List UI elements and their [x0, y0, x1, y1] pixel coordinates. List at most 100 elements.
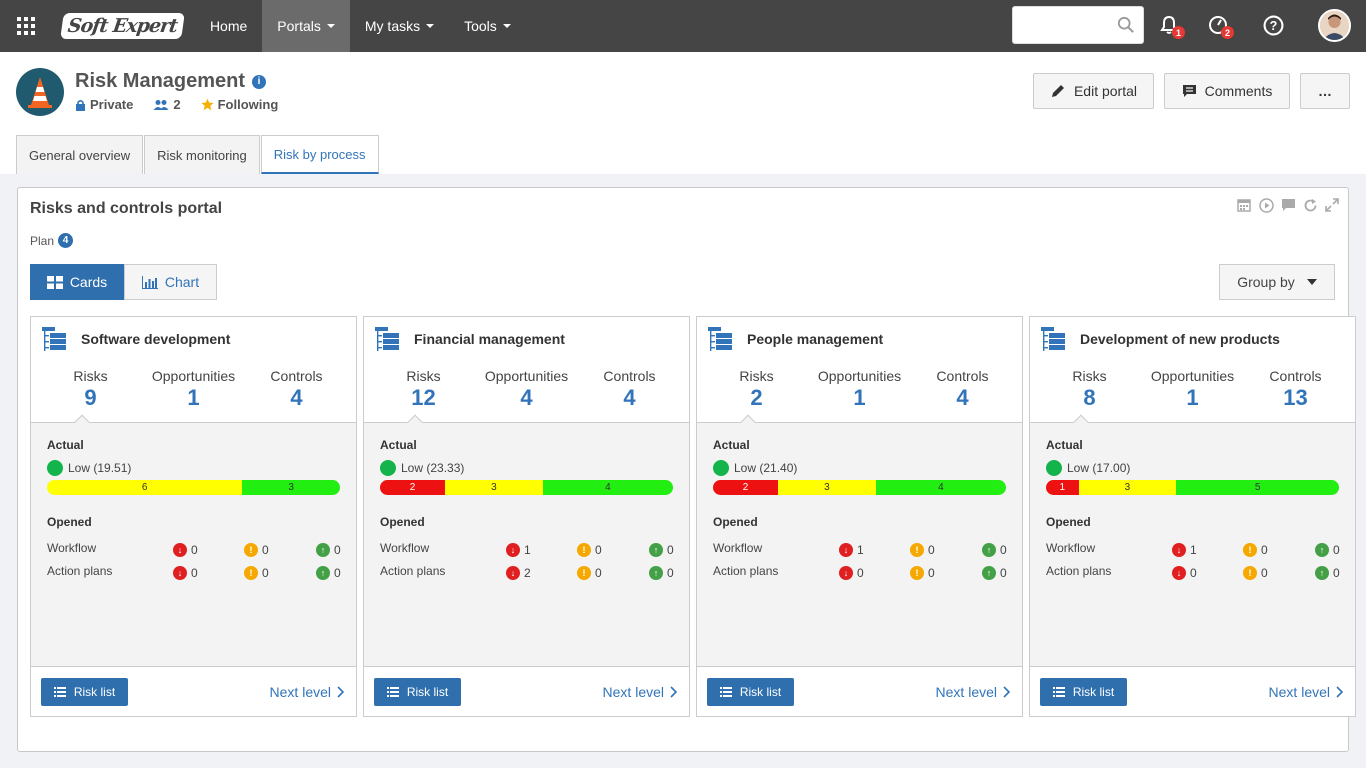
risks-stat[interactable]: Risks 8	[1040, 368, 1140, 411]
opened-label: Opened	[713, 515, 758, 529]
info-icon[interactable]: i	[252, 74, 267, 89]
action-plans-overdue[interactable]: ↓ 0	[1172, 566, 1197, 580]
plan-filter[interactable]: Plan 4	[30, 233, 74, 248]
action-plans-ontime[interactable]: ↑ 0	[1315, 566, 1340, 580]
risk-list-button[interactable]: Risk list	[1040, 678, 1127, 706]
comments-button[interactable]: Comments	[1164, 73, 1290, 109]
search-icon[interactable]	[1117, 16, 1135, 34]
risks-stat[interactable]: Risks 2	[707, 368, 807, 411]
risk-list-label: Risk list	[1072, 685, 1115, 699]
workflow-warning-count: 0	[1261, 543, 1268, 557]
expand-icon[interactable]	[1324, 197, 1340, 213]
opportunities-stat[interactable]: Opportunities 1	[144, 368, 244, 411]
risks-stat[interactable]: Risks 9	[41, 368, 141, 411]
comment-icon	[1182, 85, 1196, 97]
card-title[interactable]: Software development	[81, 331, 231, 347]
members-count[interactable]: 2	[153, 97, 181, 112]
risk-bar-medium: 3	[445, 480, 543, 495]
nav-tools[interactable]: Tools	[449, 0, 526, 52]
risk-list-button[interactable]: Risk list	[41, 678, 128, 706]
more-options-button[interactable]: …	[1300, 73, 1350, 109]
workflow-ontime[interactable]: ↑ 0	[649, 543, 674, 557]
workflow-warning[interactable]: ! 0	[244, 543, 269, 557]
edit-portal-button[interactable]: Edit portal	[1033, 73, 1154, 109]
card-title[interactable]: Development of new products	[1080, 331, 1280, 347]
next-level-link[interactable]: Next level	[936, 684, 1010, 700]
workflow-ontime[interactable]: ↑ 0	[982, 543, 1007, 557]
controls-stat[interactable]: Controls 4	[247, 368, 347, 411]
nav-my-tasks[interactable]: My tasks	[350, 0, 449, 52]
risk-list-button[interactable]: Risk list	[707, 678, 794, 706]
risk-bar-high: 2	[713, 480, 779, 495]
following-toggle[interactable]: Following	[200, 97, 278, 112]
workflow-ontime[interactable]: ↑ 0	[1315, 543, 1340, 557]
apps-grid-icon[interactable]	[0, 0, 52, 52]
action-plans-warning[interactable]: ! 0	[910, 566, 935, 580]
workflow-ontime[interactable]: ↑ 0	[316, 543, 341, 557]
action-plans-ontime[interactable]: ↑ 0	[649, 566, 674, 580]
controls-stat[interactable]: Controls 4	[580, 368, 680, 411]
controls-stat[interactable]: Controls 13	[1246, 368, 1346, 411]
comment-icon[interactable]	[1280, 197, 1296, 213]
nav-home[interactable]: Home	[195, 0, 262, 52]
workflow-overdue[interactable]: ↓ 1	[506, 543, 531, 557]
workflow-warning[interactable]: ! 0	[910, 543, 935, 557]
risk-list-button[interactable]: Risk list	[374, 678, 461, 706]
risks-count: 12	[411, 385, 436, 410]
cards-view-button[interactable]: Cards	[30, 264, 124, 300]
controls-stat[interactable]: Controls 4	[913, 368, 1013, 411]
tab-risk-monitoring[interactable]: Risk monitoring	[144, 135, 260, 174]
next-level-link[interactable]: Next level	[1269, 684, 1343, 700]
action-plans-warning[interactable]: ! 0	[1243, 566, 1268, 580]
chart-view-button[interactable]: Chart	[124, 264, 217, 300]
action-plans-overdue[interactable]: ↓ 0	[173, 566, 198, 580]
chevron-right-icon	[670, 686, 677, 698]
group-by-dropdown[interactable]: Group by	[1219, 264, 1335, 300]
nav-portals[interactable]: Portals	[262, 0, 350, 52]
action-plans-overdue-count: 0	[857, 566, 864, 580]
workflow-warning-count: 0	[262, 543, 269, 557]
action-plans-ontime[interactable]: ↑ 0	[982, 566, 1007, 580]
tasks-gauge-icon[interactable]: 2	[1206, 13, 1234, 39]
opportunities-stat[interactable]: Opportunities 1	[810, 368, 910, 411]
next-level-link[interactable]: Next level	[270, 684, 344, 700]
workflow-overdue[interactable]: ↓ 1	[839, 543, 864, 557]
play-icon[interactable]	[1258, 197, 1274, 213]
card-title[interactable]: Financial management	[414, 331, 565, 347]
arrow-up-icon: ↑	[1315, 566, 1329, 580]
next-level-link[interactable]: Next level	[603, 684, 677, 700]
search-input[interactable]	[1012, 6, 1144, 44]
card-title[interactable]: People management	[747, 331, 884, 347]
workflow-warning[interactable]: ! 0	[577, 543, 602, 557]
opportunities-stat[interactable]: Opportunities 4	[477, 368, 577, 411]
calendar-icon[interactable]	[1236, 197, 1252, 213]
action-plans-ontime[interactable]: ↑ 0	[316, 566, 341, 580]
workflow-ontime-count: 0	[1000, 543, 1007, 557]
workflow-overdue[interactable]: ↓ 1	[1172, 543, 1197, 557]
action-plans-overdue[interactable]: ↓ 0	[839, 566, 864, 580]
risks-stat[interactable]: Risks 12	[374, 368, 474, 411]
tab-risk-by-process[interactable]: Risk by process	[260, 135, 379, 174]
action-plans-warning[interactable]: ! 0	[244, 566, 269, 580]
tab-general-overview[interactable]: General overview	[16, 135, 144, 174]
help-icon[interactable]: ?	[1261, 13, 1285, 37]
user-avatar[interactable]	[1318, 9, 1351, 42]
notifications-bell-icon[interactable]: 1	[1157, 13, 1185, 39]
action-plans-label: Action plans	[380, 564, 446, 578]
refresh-icon[interactable]	[1302, 197, 1318, 213]
action-plans-warning[interactable]: ! 0	[577, 566, 602, 580]
list-icon	[386, 687, 399, 697]
portal-title-text: Risk Management	[75, 70, 246, 92]
controls-label: Controls	[936, 368, 989, 384]
opportunities-stat[interactable]: Opportunities 1	[1143, 368, 1243, 411]
workflow-ontime-count: 0	[667, 543, 674, 557]
workflow-overdue[interactable]: ↓ 0	[173, 543, 198, 557]
workflow-warning[interactable]: ! 0	[1243, 543, 1268, 557]
action-plans-overdue[interactable]: ↓ 2	[506, 566, 531, 580]
controls-label: Controls	[270, 368, 323, 384]
softexpert-logo[interactable]: Soft Expert	[60, 13, 185, 39]
